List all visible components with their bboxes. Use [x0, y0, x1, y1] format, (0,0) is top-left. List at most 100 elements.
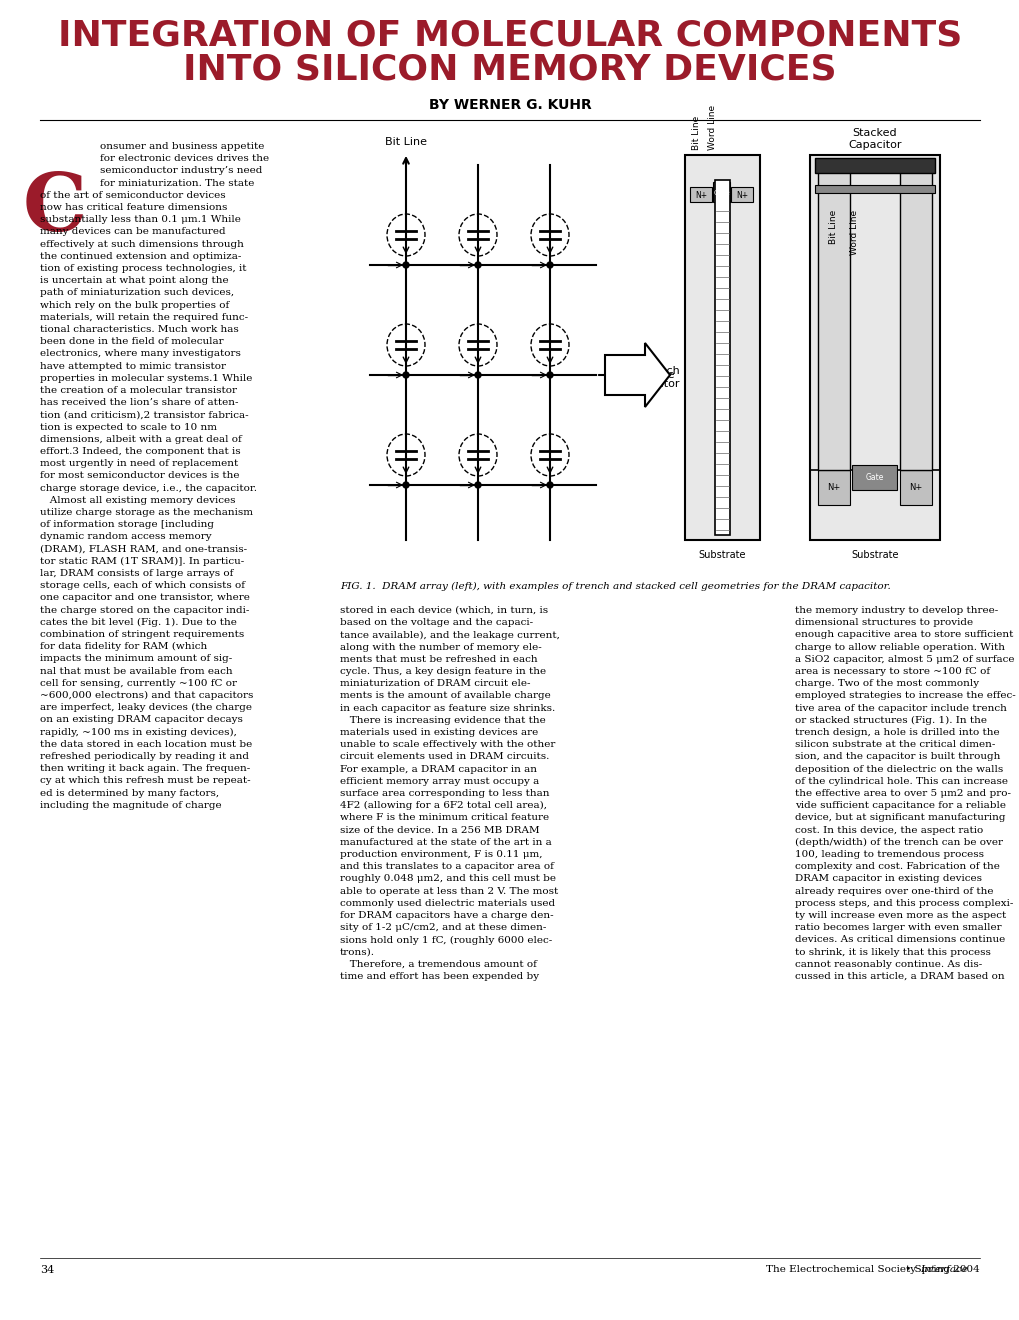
Text: enough capacitive area to store sufficient: enough capacitive area to store sufficie… [794, 631, 1013, 639]
Text: cannot reasonably continue. As dis-: cannot reasonably continue. As dis- [794, 960, 981, 969]
Text: commonly used dielectric materials used: commonly used dielectric materials used [339, 899, 554, 908]
Bar [814, 158, 934, 173]
Text: tive area of the capacitor include trench: tive area of the capacitor include trenc… [794, 704, 1006, 713]
Text: ments is the amount of available charge: ments is the amount of available charge [339, 692, 550, 701]
Text: path of miniaturization such devices,: path of miniaturization such devices, [40, 288, 234, 297]
Text: N+: N+ [694, 190, 706, 199]
Text: substantially less than 0.1 μm.1 While: substantially less than 0.1 μm.1 While [40, 215, 240, 224]
Text: • Spring 2004: • Spring 2004 [902, 1266, 979, 1275]
Bar [817, 470, 849, 506]
Text: of information storage [including: of information storage [including [40, 520, 214, 529]
Bar [714, 180, 730, 535]
Circle shape [546, 261, 552, 268]
Text: INTO SILICON MEMORY DEVICES: INTO SILICON MEMORY DEVICES [183, 53, 836, 87]
Text: where F is the minimum critical feature: where F is the minimum critical feature [339, 813, 548, 822]
Text: For example, a DRAM capacitor in an: For example, a DRAM capacitor in an [339, 764, 536, 774]
Text: tion (and criticism),2 transistor fabrica-: tion (and criticism),2 transistor fabric… [40, 411, 249, 420]
Text: the continued extension and optimiza-: the continued extension and optimiza- [40, 252, 242, 261]
Text: dimensional structures to provide: dimensional structures to provide [794, 618, 972, 627]
Bar [899, 160, 931, 470]
Text: including the magnitude of charge: including the magnitude of charge [40, 801, 221, 809]
Text: then writing it back again. The frequen-: then writing it back again. The frequen- [40, 764, 250, 774]
Text: charge to allow reliable operation. With: charge to allow reliable operation. With [794, 643, 1004, 652]
Text: cy at which this refresh must be repeat-: cy at which this refresh must be repeat- [40, 776, 251, 785]
Text: N+: N+ [909, 483, 922, 492]
Text: is uncertain at what point along the: is uncertain at what point along the [40, 276, 228, 285]
Bar [817, 160, 849, 470]
Text: most urgently in need of replacement: most urgently in need of replacement [40, 459, 238, 469]
Text: dimensions, albeit with a great deal of: dimensions, albeit with a great deal of [40, 434, 242, 444]
Text: area is necessary to store ~100 fC of: area is necessary to store ~100 fC of [794, 667, 989, 676]
Text: able to operate at less than 2 V. The most: able to operate at less than 2 V. The mo… [339, 887, 557, 895]
Text: lar, DRAM consists of large arrays of: lar, DRAM consists of large arrays of [40, 569, 233, 578]
Text: of the cylindrical hole. This can increase: of the cylindrical hole. This can increa… [794, 776, 1007, 785]
Text: Bit Line: Bit Line [384, 137, 427, 147]
Text: in each capacitor as feature size shrinks.: in each capacitor as feature size shrink… [339, 704, 554, 713]
Text: Bit Line: Bit Line [828, 210, 838, 244]
Circle shape [403, 372, 409, 378]
Text: the memory industry to develop three-: the memory industry to develop three- [794, 606, 998, 615]
Text: stored in each device (which, in turn, is: stored in each device (which, in turn, i… [339, 606, 547, 615]
Text: (depth/width) of the trench can be over: (depth/width) of the trench can be over [794, 838, 1002, 847]
Text: ments that must be refreshed in each: ments that must be refreshed in each [339, 655, 537, 664]
Bar [899, 470, 931, 506]
Text: cost. In this device, the aspect ratio: cost. In this device, the aspect ratio [794, 825, 982, 834]
Text: Bit Line: Bit Line [692, 116, 701, 150]
Text: sion, and the capacitor is built through: sion, and the capacitor is built through [794, 752, 1000, 762]
Text: efficient memory array must occupy a: efficient memory array must occupy a [339, 776, 539, 785]
Text: DRAM capacitor in existing devices: DRAM capacitor in existing devices [794, 874, 981, 883]
Text: dynamic random access memory: dynamic random access memory [40, 532, 211, 541]
Text: Stacked
Capacitor: Stacked Capacitor [848, 128, 901, 150]
Circle shape [475, 261, 481, 268]
Text: sions hold only 1 fC, (roughly 6000 elec-: sions hold only 1 fC, (roughly 6000 elec… [339, 936, 551, 945]
Text: has received the lion’s share of atten-: has received the lion’s share of atten- [40, 399, 238, 407]
Text: the creation of a molecular transistor: the creation of a molecular transistor [40, 385, 236, 395]
Text: refreshed periodically by reading it and: refreshed periodically by reading it and [40, 752, 249, 762]
Text: onsumer and business appetite: onsumer and business appetite [100, 143, 264, 150]
Text: semiconductor industry’s need: semiconductor industry’s need [100, 166, 262, 176]
Text: cates the bit level (Fig. 1). Due to the: cates the bit level (Fig. 1). Due to the [40, 618, 236, 627]
Text: BY WERNER G. KUHR: BY WERNER G. KUHR [428, 98, 591, 112]
Bar [809, 154, 940, 540]
Text: electronics, where many investigators: electronics, where many investigators [40, 350, 240, 359]
Text: materials used in existing devices are: materials used in existing devices are [339, 729, 538, 737]
Text: charge. Two of the most commonly: charge. Two of the most commonly [794, 680, 978, 688]
Bar [689, 187, 711, 202]
Text: the data stored in each location must be: the data stored in each location must be [40, 739, 252, 748]
Text: (DRAM), FLASH RAM, and one-transis-: (DRAM), FLASH RAM, and one-transis- [40, 545, 247, 553]
Text: device, but at significant manufacturing: device, but at significant manufacturing [794, 813, 1005, 822]
Text: and this translates to a capacitor area of: and this translates to a capacitor area … [339, 862, 553, 871]
Text: effort.3 Indeed, the component that is: effort.3 Indeed, the component that is [40, 447, 240, 455]
Text: effectively at such dimensions through: effectively at such dimensions through [40, 240, 244, 248]
Text: ty will increase even more as the aspect: ty will increase even more as the aspect [794, 911, 1006, 920]
Text: the effective area to over 5 μm2 and pro-: the effective area to over 5 μm2 and pro… [794, 789, 1010, 799]
Text: of the art of semiconductor devices: of the art of semiconductor devices [40, 191, 225, 199]
Text: vide sufficient capacitance for a reliable: vide sufficient capacitance for a reliab… [794, 801, 1005, 810]
Bar [685, 154, 759, 540]
Bar [731, 187, 752, 202]
Circle shape [546, 372, 552, 378]
Text: 100, leading to tremendous process: 100, leading to tremendous process [794, 850, 983, 859]
Polygon shape [604, 343, 669, 407]
Text: tor static RAM (1T SRAM)]. In particu-: tor static RAM (1T SRAM)]. In particu- [40, 557, 244, 566]
Bar [814, 185, 934, 193]
Circle shape [546, 482, 552, 488]
Text: for most semiconductor devices is the: for most semiconductor devices is the [40, 471, 239, 480]
Text: now has critical feature dimensions: now has critical feature dimensions [40, 203, 227, 213]
Text: 4F2 (allowing for a 6F2 total cell area),: 4F2 (allowing for a 6F2 total cell area)… [339, 801, 546, 810]
Text: deposition of the dielectric on the walls: deposition of the dielectric on the wall… [794, 764, 1003, 774]
Text: impacts the minimum amount of sig-: impacts the minimum amount of sig- [40, 655, 232, 664]
Text: Word Line: Word Line [850, 210, 859, 255]
Text: cussed in this article, a DRAM based on: cussed in this article, a DRAM based on [794, 972, 1004, 981]
Bar [712, 182, 730, 202]
Text: The Electrochemical Society: The Electrochemical Society [765, 1266, 918, 1275]
Text: There is increasing evidence that the: There is increasing evidence that the [339, 715, 545, 725]
Circle shape [403, 261, 409, 268]
Text: tance available), and the leakage current,: tance available), and the leakage curren… [339, 631, 559, 639]
Text: for data fidelity for RAM (which: for data fidelity for RAM (which [40, 643, 207, 651]
Text: circuit elements used in DRAM circuits.: circuit elements used in DRAM circuits. [339, 752, 549, 762]
Text: Gate: Gate [865, 473, 883, 482]
Text: for electronic devices drives the: for electronic devices drives the [100, 154, 269, 164]
Text: one capacitor and one transistor, where: one capacitor and one transistor, where [40, 594, 250, 602]
Text: trons).: trons). [339, 948, 375, 957]
